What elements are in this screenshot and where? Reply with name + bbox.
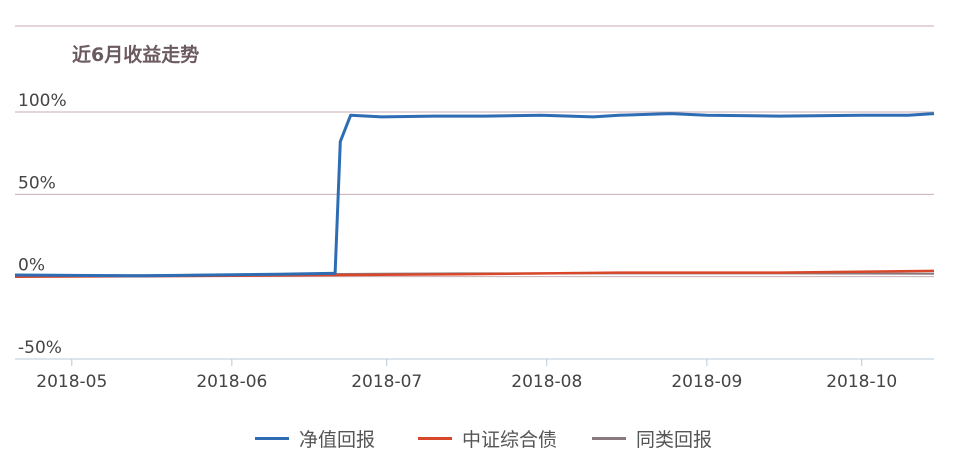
x-tick-label: 2018-05 [36, 372, 107, 392]
legend-label-net-value: 净值回报 [299, 429, 376, 451]
x-tick-label: 2018-08 [511, 372, 582, 392]
legend-item-net-value[interactable]: 净值回报 [255, 425, 375, 452]
series-line-net-value [14, 112, 935, 278]
y-tick-label: -50% [18, 338, 62, 358]
x-tick-label: 2018-09 [671, 372, 742, 392]
legend-swatch-net-value [255, 437, 289, 440]
chart-title: 近6月收益走势 [72, 44, 200, 66]
y-tick-label: 100% [18, 91, 67, 111]
legend-label-peer: 同类回报 [636, 429, 713, 451]
x-tick-label: 2018-10 [826, 372, 897, 392]
legend-item-peer[interactable]: 同类回报 [592, 425, 712, 452]
x-tick-label: 2018-07 [351, 372, 422, 392]
y-tick-label: 50% [18, 173, 56, 193]
legend-swatch-index [418, 437, 452, 440]
legend-label-index: 中证综合债 [462, 429, 558, 451]
x-tick-label: 2018-06 [196, 372, 267, 392]
legend-swatch-peer [592, 437, 626, 440]
legend-item-index[interactable]: 中证综合债 [418, 425, 557, 452]
y-tick-label: 0% [18, 256, 45, 276]
